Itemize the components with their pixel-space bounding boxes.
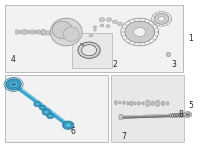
Ellipse shape — [151, 101, 154, 105]
Ellipse shape — [134, 102, 136, 105]
Ellipse shape — [89, 35, 93, 37]
Text: 6: 6 — [71, 127, 76, 136]
Ellipse shape — [170, 113, 171, 118]
Circle shape — [186, 113, 190, 116]
Ellipse shape — [176, 113, 178, 117]
Circle shape — [134, 28, 146, 36]
Circle shape — [49, 115, 52, 117]
Circle shape — [113, 20, 117, 24]
Ellipse shape — [174, 113, 176, 117]
FancyArrow shape — [41, 31, 50, 35]
Circle shape — [42, 109, 51, 115]
Circle shape — [47, 113, 54, 119]
Ellipse shape — [93, 26, 97, 28]
Ellipse shape — [27, 30, 30, 34]
Ellipse shape — [52, 21, 72, 39]
Circle shape — [36, 103, 39, 105]
Ellipse shape — [168, 54, 170, 56]
Ellipse shape — [142, 102, 144, 105]
Circle shape — [100, 24, 104, 27]
Ellipse shape — [166, 102, 169, 105]
Circle shape — [44, 111, 49, 114]
Bar — [72, 34, 112, 68]
Circle shape — [125, 21, 154, 43]
Text: 2: 2 — [113, 60, 117, 69]
Text: 7: 7 — [121, 132, 126, 141]
Text: 3: 3 — [171, 60, 176, 69]
Circle shape — [39, 105, 46, 110]
Ellipse shape — [183, 113, 185, 117]
Ellipse shape — [166, 52, 171, 57]
Circle shape — [184, 112, 192, 117]
Ellipse shape — [155, 100, 160, 106]
Ellipse shape — [19, 30, 22, 34]
Text: 4: 4 — [10, 55, 15, 64]
Ellipse shape — [127, 102, 129, 105]
Circle shape — [6, 79, 21, 90]
Ellipse shape — [63, 27, 79, 41]
Ellipse shape — [34, 30, 37, 34]
Ellipse shape — [178, 113, 180, 117]
Text: 5: 5 — [188, 101, 193, 110]
Ellipse shape — [137, 102, 140, 105]
Ellipse shape — [15, 30, 19, 34]
Circle shape — [117, 22, 122, 26]
Bar — [111, 75, 184, 142]
Ellipse shape — [50, 18, 82, 46]
Ellipse shape — [181, 113, 182, 117]
Ellipse shape — [119, 101, 121, 104]
Text: 1: 1 — [188, 34, 193, 43]
Ellipse shape — [145, 100, 150, 106]
Circle shape — [99, 18, 105, 22]
Ellipse shape — [114, 101, 117, 105]
Circle shape — [65, 123, 71, 127]
Ellipse shape — [94, 29, 96, 31]
Text: 8: 8 — [178, 110, 183, 119]
Circle shape — [41, 107, 44, 109]
Ellipse shape — [30, 30, 34, 34]
Ellipse shape — [130, 101, 133, 106]
Ellipse shape — [122, 101, 125, 104]
Circle shape — [9, 81, 18, 88]
Ellipse shape — [23, 29, 27, 35]
Ellipse shape — [119, 114, 123, 120]
Ellipse shape — [41, 29, 46, 35]
Ellipse shape — [172, 113, 174, 117]
Circle shape — [63, 121, 74, 129]
Circle shape — [82, 45, 97, 56]
Ellipse shape — [161, 101, 165, 106]
Bar — [5, 75, 108, 142]
Ellipse shape — [37, 30, 40, 34]
Ellipse shape — [80, 43, 83, 45]
Circle shape — [154, 14, 169, 24]
Bar — [5, 5, 183, 72]
Circle shape — [78, 42, 100, 58]
Circle shape — [34, 101, 41, 107]
Circle shape — [159, 17, 165, 21]
Circle shape — [106, 25, 110, 28]
Circle shape — [12, 83, 16, 86]
Circle shape — [106, 18, 112, 21]
